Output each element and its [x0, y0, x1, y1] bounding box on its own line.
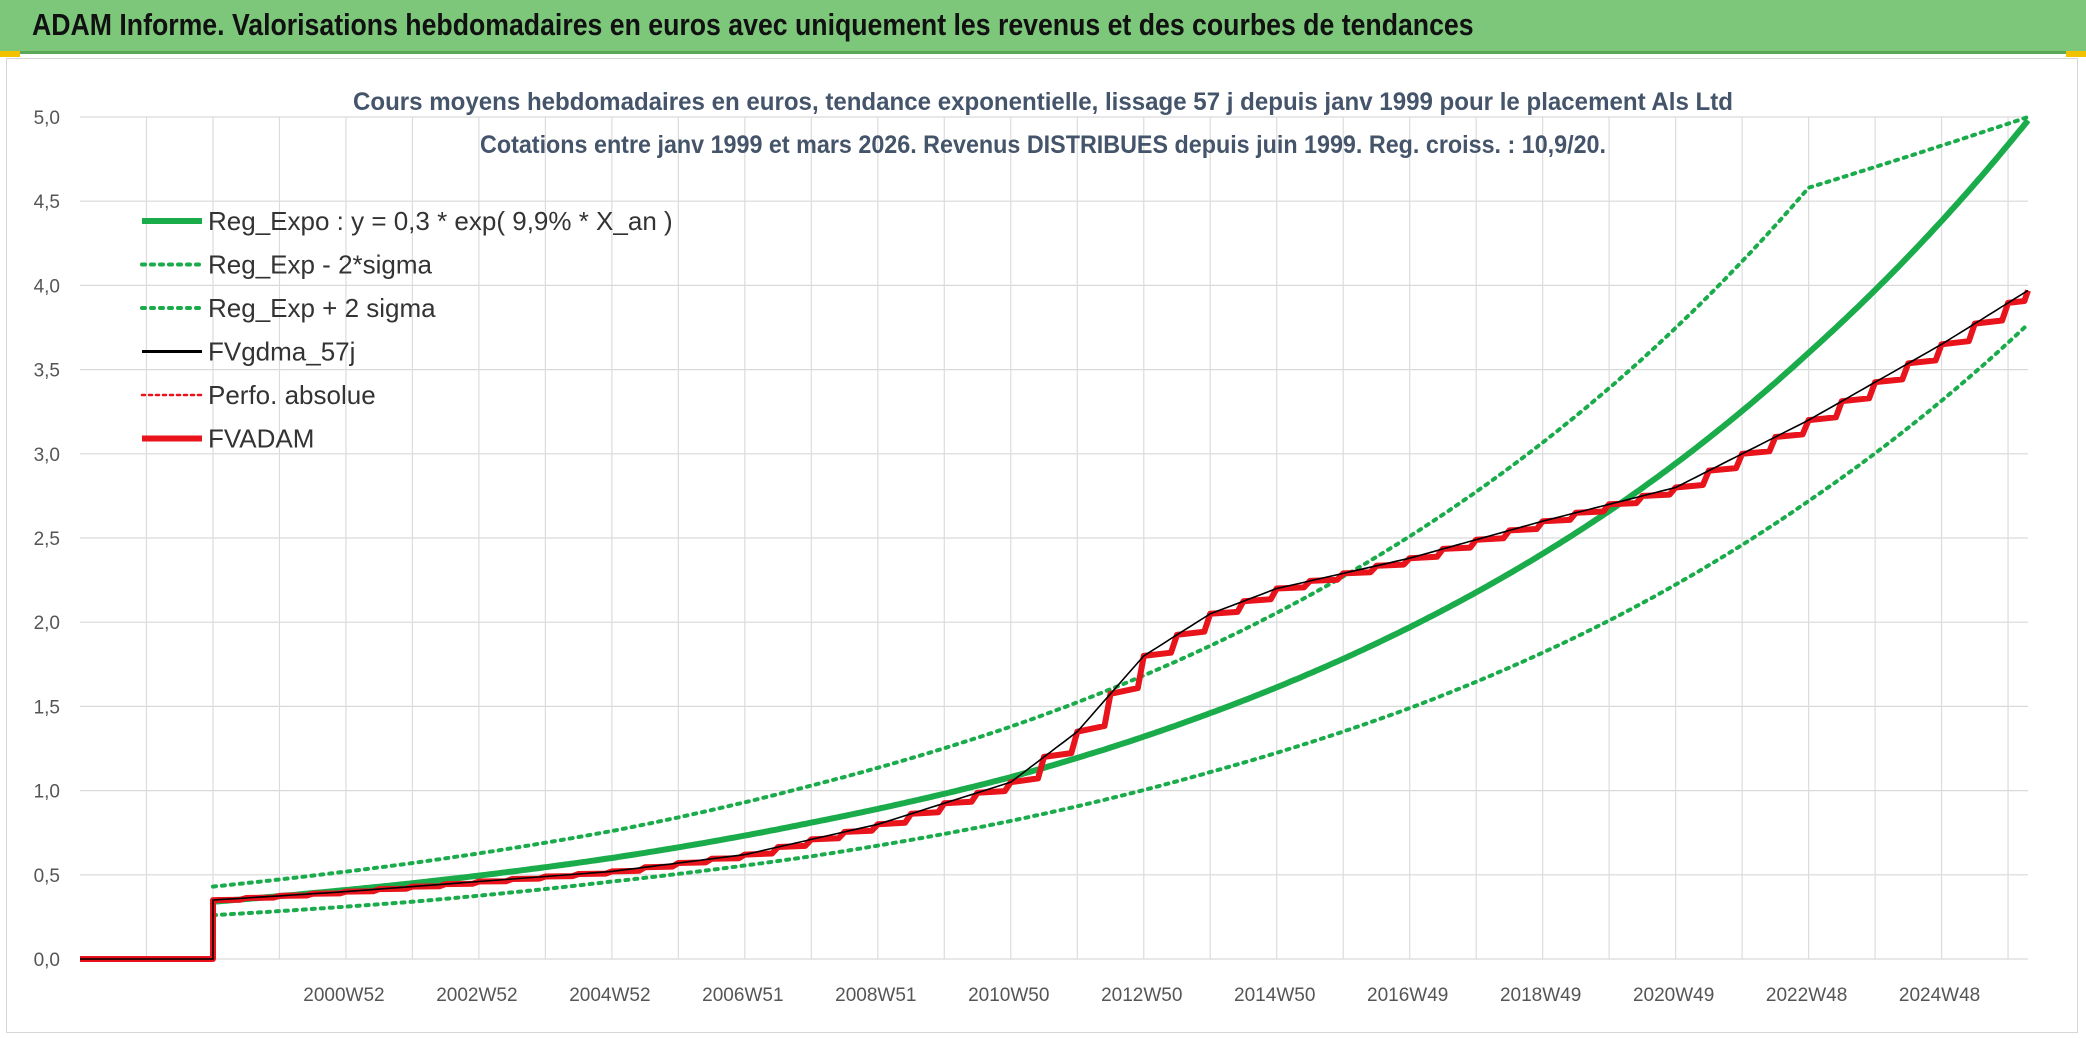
y-tick-label: 4,0: [34, 276, 60, 297]
x-tick-label: 2006W51: [702, 985, 783, 1006]
legend-label: Reg_Expo : y = 0,3 * exp( 9,9% * X_an ): [208, 206, 673, 236]
y-axis-ticks: 0,0 0,5 1,0 1,5 2,0 2,5 3,0 3,5 4,0 4,5 5,0: [34, 108, 60, 971]
series-reg-exp-plus-2sigma: [211, 115, 2030, 889]
x-tick-label: 2022W48: [1766, 985, 1847, 1006]
x-tick-label: 2016W49: [1367, 985, 1448, 1006]
series-reg-exp-minus-2sigma: [211, 322, 2030, 918]
x-tick-label: 2008W51: [835, 985, 916, 1006]
y-tick-label: 0,0: [34, 950, 60, 971]
legend-label: Reg_Exp - 2*sigma: [208, 250, 433, 280]
y-tick-label: 5,0: [34, 108, 60, 129]
x-axis-ticks: 2000W52 2002W52 2004W52 2006W51 2008W51 2010W…: [303, 985, 1980, 1006]
series: [80, 115, 2031, 962]
y-tick-label: 4,5: [34, 192, 60, 213]
y-tick-label: 3,5: [34, 361, 60, 382]
x-tick-label: 2010W50: [968, 985, 1049, 1006]
x-tick-label: 2000W52: [303, 985, 384, 1006]
x-tick-label: 2014W50: [1234, 985, 1315, 1006]
y-tick-label: 3,0: [34, 445, 60, 466]
x-tick-label: 2012W50: [1101, 985, 1182, 1006]
corner-mark-left: [0, 51, 20, 57]
x-tick-label: 2002W52: [436, 985, 517, 1006]
chart-title: Cours moyens hebdomadaires en euros, ten…: [353, 88, 1733, 159]
y-tick-label: 0,5: [34, 866, 60, 887]
series-fvgdma-57j: [80, 289, 2029, 960]
legend: Reg_Expo : y = 0,3 * exp( 9,9% * X_an ) R…: [140, 206, 673, 454]
y-tick-label: 1,0: [34, 782, 60, 803]
legend-label: FVgdma_57j: [208, 337, 355, 367]
chart-title-line-1: Cours moyens hebdomadaires en euros, ten…: [353, 88, 1733, 116]
grid: [80, 116, 2028, 960]
legend-label: Reg_Exp + 2 sigma: [208, 293, 436, 323]
x-tick-label: 2018W49: [1500, 985, 1581, 1006]
x-tick-label: 2024W48: [1899, 985, 1980, 1006]
report-title: ADAM Informe. Valorisations hebdomadaire…: [32, 7, 1474, 42]
chart-title-line-2: Cotations entre janv 1999 et mars 2026. …: [480, 131, 1606, 159]
report-banner: ADAM Informe. Valorisations hebdomadaire…: [0, 0, 2086, 54]
legend-label: Perfo. absolue: [208, 380, 376, 410]
x-tick-label: 2004W52: [569, 985, 650, 1006]
corner-mark-right: [2066, 51, 2086, 57]
legend-label: FVADAM: [208, 424, 314, 454]
y-tick-label: 2,0: [34, 613, 60, 634]
y-tick-label: 2,5: [34, 529, 60, 550]
series-reg-expo: [212, 118, 2031, 905]
x-tick-label: 2020W49: [1633, 985, 1714, 1006]
y-tick-label: 1,5: [34, 697, 60, 718]
